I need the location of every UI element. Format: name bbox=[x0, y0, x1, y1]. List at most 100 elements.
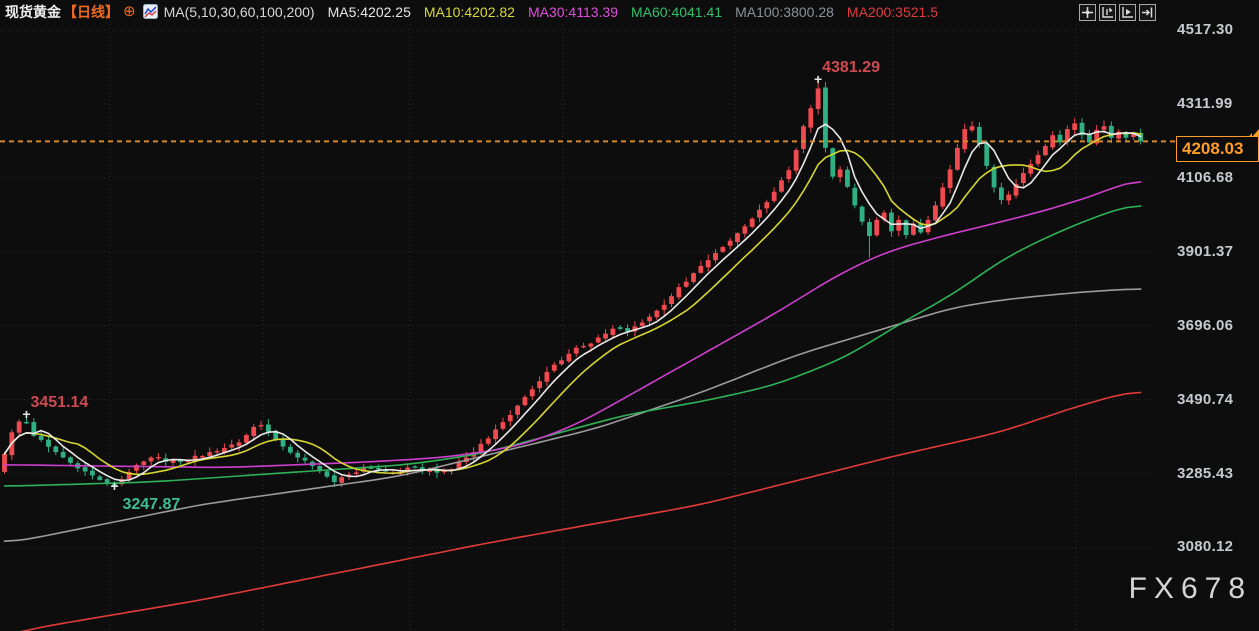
candle-body bbox=[1101, 126, 1107, 130]
candle-body bbox=[273, 430, 279, 440]
candle-body bbox=[735, 233, 740, 243]
candle-body bbox=[705, 260, 711, 268]
candle-body bbox=[1042, 146, 1048, 156]
candle-body bbox=[537, 381, 542, 389]
candle-body bbox=[331, 475, 337, 483]
candle-body bbox=[97, 476, 103, 480]
candle-body bbox=[764, 202, 770, 209]
candle-body bbox=[441, 470, 447, 473]
timeframe-label[interactable]: 【日线】 bbox=[63, 3, 119, 20]
candle-body bbox=[1086, 134, 1092, 143]
price-scale-icon[interactable] bbox=[1119, 4, 1136, 21]
candle-body bbox=[947, 169, 953, 188]
ma200-line bbox=[19, 391, 1142, 631]
ma30-line bbox=[3, 181, 1142, 469]
candle-body bbox=[757, 209, 762, 218]
extreme-marker: + bbox=[814, 71, 822, 87]
candle-body bbox=[317, 466, 323, 472]
candle-body bbox=[991, 166, 997, 188]
ma-values: MA5:4202.25 MA10:4202.82 MA30:4113.39 MA60:… bbox=[315, 4, 938, 20]
y-axis-tick: 4106.68 bbox=[1177, 168, 1234, 186]
candle-body bbox=[38, 435, 44, 440]
candle-body bbox=[639, 322, 645, 327]
extreme-marker: + bbox=[110, 478, 118, 494]
candle-body bbox=[493, 429, 499, 440]
candle-body bbox=[1072, 123, 1078, 130]
candle-body bbox=[1130, 134, 1136, 137]
candle-body bbox=[427, 470, 433, 472]
candle-body bbox=[112, 482, 117, 486]
ma-settings-label[interactable]: MA(5,10,30,60,100,200) bbox=[163, 3, 315, 20]
candle-body bbox=[903, 220, 909, 235]
candle-body bbox=[801, 126, 806, 149]
candle-body bbox=[720, 247, 726, 252]
toolbar: 现货黄金 【日线】 ⊕ MA(5,10,30,60,100,200) MA5:4… bbox=[0, 0, 1259, 23]
add-indicator-icon[interactable]: ⊕ bbox=[123, 3, 136, 20]
candle-body bbox=[962, 129, 968, 150]
candle-body bbox=[507, 415, 513, 422]
candle-body bbox=[1057, 134, 1063, 143]
candle-body bbox=[287, 446, 293, 453]
candle-body bbox=[845, 169, 850, 187]
candle-body bbox=[573, 347, 579, 354]
candle-body bbox=[544, 371, 550, 382]
candle-body bbox=[874, 219, 880, 236]
candle-body bbox=[808, 108, 814, 128]
high-annotation: 3451.14 bbox=[30, 394, 88, 411]
candle-body bbox=[405, 467, 411, 473]
candle-body bbox=[412, 466, 418, 468]
go-to-latest-icon[interactable] bbox=[1139, 4, 1156, 21]
candle-body bbox=[581, 345, 586, 348]
candle-body bbox=[1013, 183, 1019, 196]
ma10-line bbox=[3, 132, 1142, 476]
candle-body bbox=[566, 353, 572, 362]
y-axis-tick: 3901.37 bbox=[1177, 242, 1234, 260]
candle-body bbox=[456, 461, 462, 470]
candle-body bbox=[815, 88, 821, 109]
candle-body bbox=[933, 205, 938, 221]
candle-body bbox=[1028, 164, 1034, 174]
candle-body bbox=[654, 310, 660, 318]
candle-body bbox=[1020, 173, 1026, 184]
pan-icon[interactable] bbox=[1079, 4, 1096, 21]
candle-body bbox=[749, 218, 755, 227]
candle-body bbox=[178, 460, 183, 462]
candle-body bbox=[200, 456, 205, 458]
candle-body bbox=[727, 240, 733, 246]
candle-body bbox=[859, 206, 865, 222]
candle-body bbox=[529, 389, 535, 397]
candle-body bbox=[353, 472, 359, 475]
candle-body bbox=[368, 467, 374, 469]
extreme-marker: + bbox=[22, 406, 30, 422]
axis-scale-icon[interactable] bbox=[1099, 4, 1116, 21]
candle-body bbox=[1035, 155, 1041, 164]
candle-body bbox=[90, 470, 95, 476]
high-annotation: 4381.29 bbox=[822, 59, 880, 76]
candle-body bbox=[185, 460, 191, 462]
candle-body bbox=[559, 360, 564, 365]
chart-type-icon[interactable] bbox=[142, 4, 158, 19]
chart-toolbar-buttons bbox=[1079, 4, 1156, 21]
candle-body bbox=[346, 474, 352, 476]
ma-value-3: MA60:4041.41 bbox=[630, 3, 723, 20]
candle-body bbox=[823, 87, 828, 148]
candle-body bbox=[222, 447, 227, 453]
candle-body bbox=[713, 252, 718, 261]
candle-body bbox=[104, 479, 110, 484]
candle-body bbox=[940, 187, 946, 207]
y-axis-tick: 3696.06 bbox=[1177, 316, 1234, 334]
candle-body bbox=[302, 457, 308, 461]
candle-body bbox=[214, 451, 220, 453]
candle-body bbox=[361, 467, 367, 472]
candle-body bbox=[148, 457, 154, 462]
candle-body bbox=[16, 421, 22, 433]
candle-body bbox=[24, 421, 29, 424]
candle-body bbox=[134, 465, 139, 471]
candle-body bbox=[691, 273, 696, 282]
candle-body bbox=[896, 219, 902, 231]
candle-body bbox=[339, 477, 345, 483]
candle-body bbox=[837, 169, 843, 178]
